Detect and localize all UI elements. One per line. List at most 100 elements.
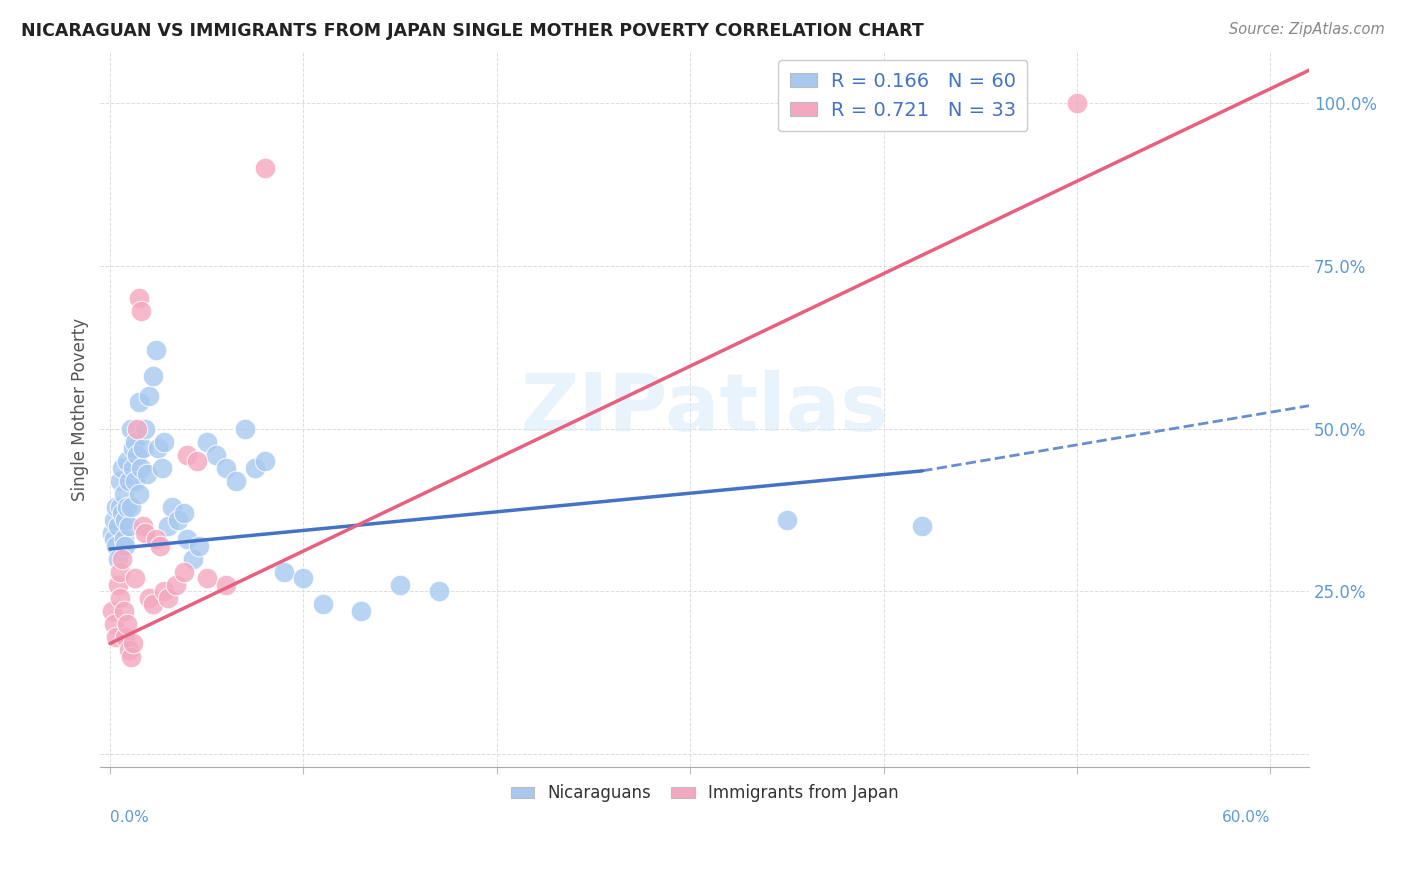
Point xyxy=(176,448,198,462)
Point xyxy=(122,636,145,650)
Point xyxy=(292,571,315,585)
Point xyxy=(108,591,131,605)
Point xyxy=(108,474,131,488)
Point xyxy=(112,604,135,618)
Point xyxy=(253,161,276,175)
Point xyxy=(134,525,156,540)
Text: 60.0%: 60.0% xyxy=(1222,810,1271,825)
Point xyxy=(153,584,176,599)
Point xyxy=(145,533,167,547)
Point xyxy=(108,500,131,514)
Point xyxy=(138,389,160,403)
Point xyxy=(215,578,238,592)
Point xyxy=(215,460,238,475)
Point xyxy=(114,539,136,553)
Point xyxy=(186,454,208,468)
Point xyxy=(389,578,412,592)
Point xyxy=(107,551,129,566)
Point xyxy=(160,500,183,514)
Point xyxy=(111,506,134,520)
Point xyxy=(101,525,124,540)
Text: Source: ZipAtlas.com: Source: ZipAtlas.com xyxy=(1229,22,1385,37)
Point xyxy=(103,616,125,631)
Point xyxy=(107,519,129,533)
Point xyxy=(132,441,155,455)
Point xyxy=(114,513,136,527)
Point xyxy=(173,506,195,520)
Point xyxy=(120,649,142,664)
Point xyxy=(104,630,127,644)
Point xyxy=(107,578,129,592)
Point xyxy=(103,513,125,527)
Point xyxy=(128,395,150,409)
Point xyxy=(165,578,187,592)
Point xyxy=(142,598,165,612)
Legend: Nicaraguans, Immigrants from Japan: Nicaraguans, Immigrants from Japan xyxy=(505,778,905,809)
Point xyxy=(114,630,136,644)
Point xyxy=(111,551,134,566)
Point xyxy=(1066,95,1088,110)
Point xyxy=(235,421,257,435)
Point xyxy=(138,591,160,605)
Point xyxy=(129,304,152,318)
Point xyxy=(112,486,135,500)
Point xyxy=(124,474,146,488)
Point xyxy=(188,539,211,553)
Point xyxy=(127,421,149,435)
Point xyxy=(117,454,139,468)
Point xyxy=(273,565,295,579)
Point xyxy=(127,448,149,462)
Point xyxy=(149,539,172,553)
Point xyxy=(128,486,150,500)
Point xyxy=(103,533,125,547)
Point xyxy=(120,421,142,435)
Point xyxy=(173,565,195,579)
Point xyxy=(101,604,124,618)
Text: ZIPatlas: ZIPatlas xyxy=(520,370,889,448)
Point xyxy=(166,513,188,527)
Point xyxy=(118,643,141,657)
Point xyxy=(122,441,145,455)
Point xyxy=(148,441,170,455)
Y-axis label: Single Mother Poverty: Single Mother Poverty xyxy=(72,318,89,500)
Point xyxy=(176,533,198,547)
Point xyxy=(135,467,157,482)
Point xyxy=(117,616,139,631)
Point xyxy=(108,565,131,579)
Point xyxy=(205,448,228,462)
Point xyxy=(128,291,150,305)
Point xyxy=(111,460,134,475)
Point xyxy=(120,500,142,514)
Point xyxy=(150,460,173,475)
Point xyxy=(911,519,934,533)
Point xyxy=(195,571,218,585)
Point xyxy=(253,454,276,468)
Point xyxy=(118,474,141,488)
Point xyxy=(117,500,139,514)
Point xyxy=(104,539,127,553)
Point xyxy=(132,519,155,533)
Point xyxy=(104,500,127,514)
Point xyxy=(350,604,373,618)
Point xyxy=(181,551,204,566)
Point xyxy=(145,343,167,358)
Point xyxy=(118,519,141,533)
Point xyxy=(157,591,180,605)
Point xyxy=(776,513,799,527)
Point xyxy=(134,421,156,435)
Point xyxy=(122,460,145,475)
Point xyxy=(112,533,135,547)
Point xyxy=(129,460,152,475)
Point xyxy=(124,571,146,585)
Point xyxy=(142,369,165,384)
Point xyxy=(312,598,335,612)
Point xyxy=(124,434,146,449)
Point xyxy=(243,460,266,475)
Point xyxy=(153,434,176,449)
Text: 0.0%: 0.0% xyxy=(110,810,149,825)
Point xyxy=(427,584,450,599)
Point xyxy=(225,474,247,488)
Point xyxy=(195,434,218,449)
Text: NICARAGUAN VS IMMIGRANTS FROM JAPAN SINGLE MOTHER POVERTY CORRELATION CHART: NICARAGUAN VS IMMIGRANTS FROM JAPAN SING… xyxy=(21,22,924,40)
Point xyxy=(157,519,180,533)
